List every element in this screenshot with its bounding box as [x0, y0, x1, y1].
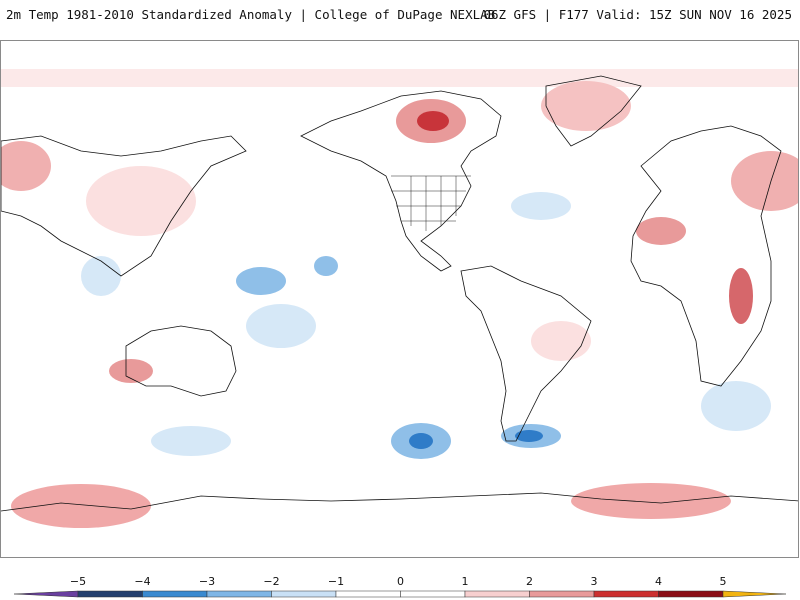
east-asia-warm	[86, 166, 196, 236]
indian-ocean-cool	[701, 381, 771, 431]
colorbar-tick-label: 3	[590, 575, 598, 588]
anomaly-shading	[1, 69, 798, 528]
model-run-info: 06Z GFS | F177 Valid: 15Z SUN NOV 16 202…	[483, 7, 792, 22]
colorbar-tick-label: 0	[397, 575, 404, 588]
greenland-outline	[545, 75, 642, 147]
southern-ocean-cool	[151, 426, 231, 456]
political-boundaries	[391, 175, 471, 231]
tropical-pacific-cool	[246, 304, 316, 348]
europe-africa-outline	[630, 125, 782, 387]
sahara-warm	[636, 217, 686, 245]
anomaly-map[interactable]	[0, 40, 799, 558]
colorbar-segment	[206, 590, 272, 598]
colorbar-tick-label: −3	[198, 575, 216, 588]
east-africa-warm	[729, 268, 753, 324]
colorbar-segment	[77, 590, 143, 598]
colorbar-tick-label: −4	[134, 575, 151, 588]
coastlines	[1, 75, 798, 512]
colorbar-strip	[13, 590, 787, 598]
central-pacific-cool	[236, 267, 286, 295]
colorbar-segment	[335, 590, 401, 598]
map-canvas	[1, 69, 798, 528]
antarctica-outline	[1, 492, 798, 512]
australia-outline	[125, 325, 237, 397]
maritime-cool	[81, 256, 121, 296]
hudson-bay-warm-core	[417, 111, 449, 131]
colorbar-tick-label: 2	[526, 575, 533, 588]
colorbar-segment	[271, 590, 337, 598]
south-pacific-cool-core	[409, 433, 433, 449]
colorbar	[0, 570, 800, 600]
australia-warm	[109, 359, 153, 383]
header-bar: 2m Temp 1981-2010 Standardized Anomaly |…	[0, 0, 800, 30]
colorbar-tick-label: −1	[327, 575, 345, 588]
siberia-warm	[1, 141, 51, 191]
colorbar-tick-label: 4	[655, 575, 662, 588]
brazil-warm	[531, 321, 591, 361]
colorbar-segment	[400, 590, 466, 598]
atlantic-cool	[511, 192, 571, 220]
colorbar-tick-label: −2	[263, 575, 280, 588]
antarctic-warm-east	[571, 483, 731, 519]
drake-passage-cool-core	[515, 430, 543, 442]
greenland-warm	[541, 81, 631, 131]
colorbar-segment	[13, 590, 79, 598]
pacific-cool-spot	[314, 256, 338, 276]
colorbar-tick-label: 1	[461, 575, 469, 588]
map-title: 2m Temp 1981-2010 Standardized Anomaly |…	[6, 7, 496, 22]
asia-warm	[731, 151, 798, 211]
south-america-outline	[460, 265, 592, 442]
colorbar-segment	[722, 590, 787, 598]
colorbar-tick-label: −5	[69, 575, 87, 588]
asia-outline	[1, 135, 247, 277]
arctic-warm-band	[1, 69, 798, 87]
antarctic-warm-west	[11, 484, 151, 528]
colorbar-segment	[658, 590, 724, 598]
colorbar-segment	[529, 590, 595, 598]
colorbar-segment	[464, 590, 530, 598]
colorbar-tick-label: 5	[719, 575, 727, 588]
colorbar-segment	[142, 590, 208, 598]
colorbar-segment	[593, 590, 659, 598]
